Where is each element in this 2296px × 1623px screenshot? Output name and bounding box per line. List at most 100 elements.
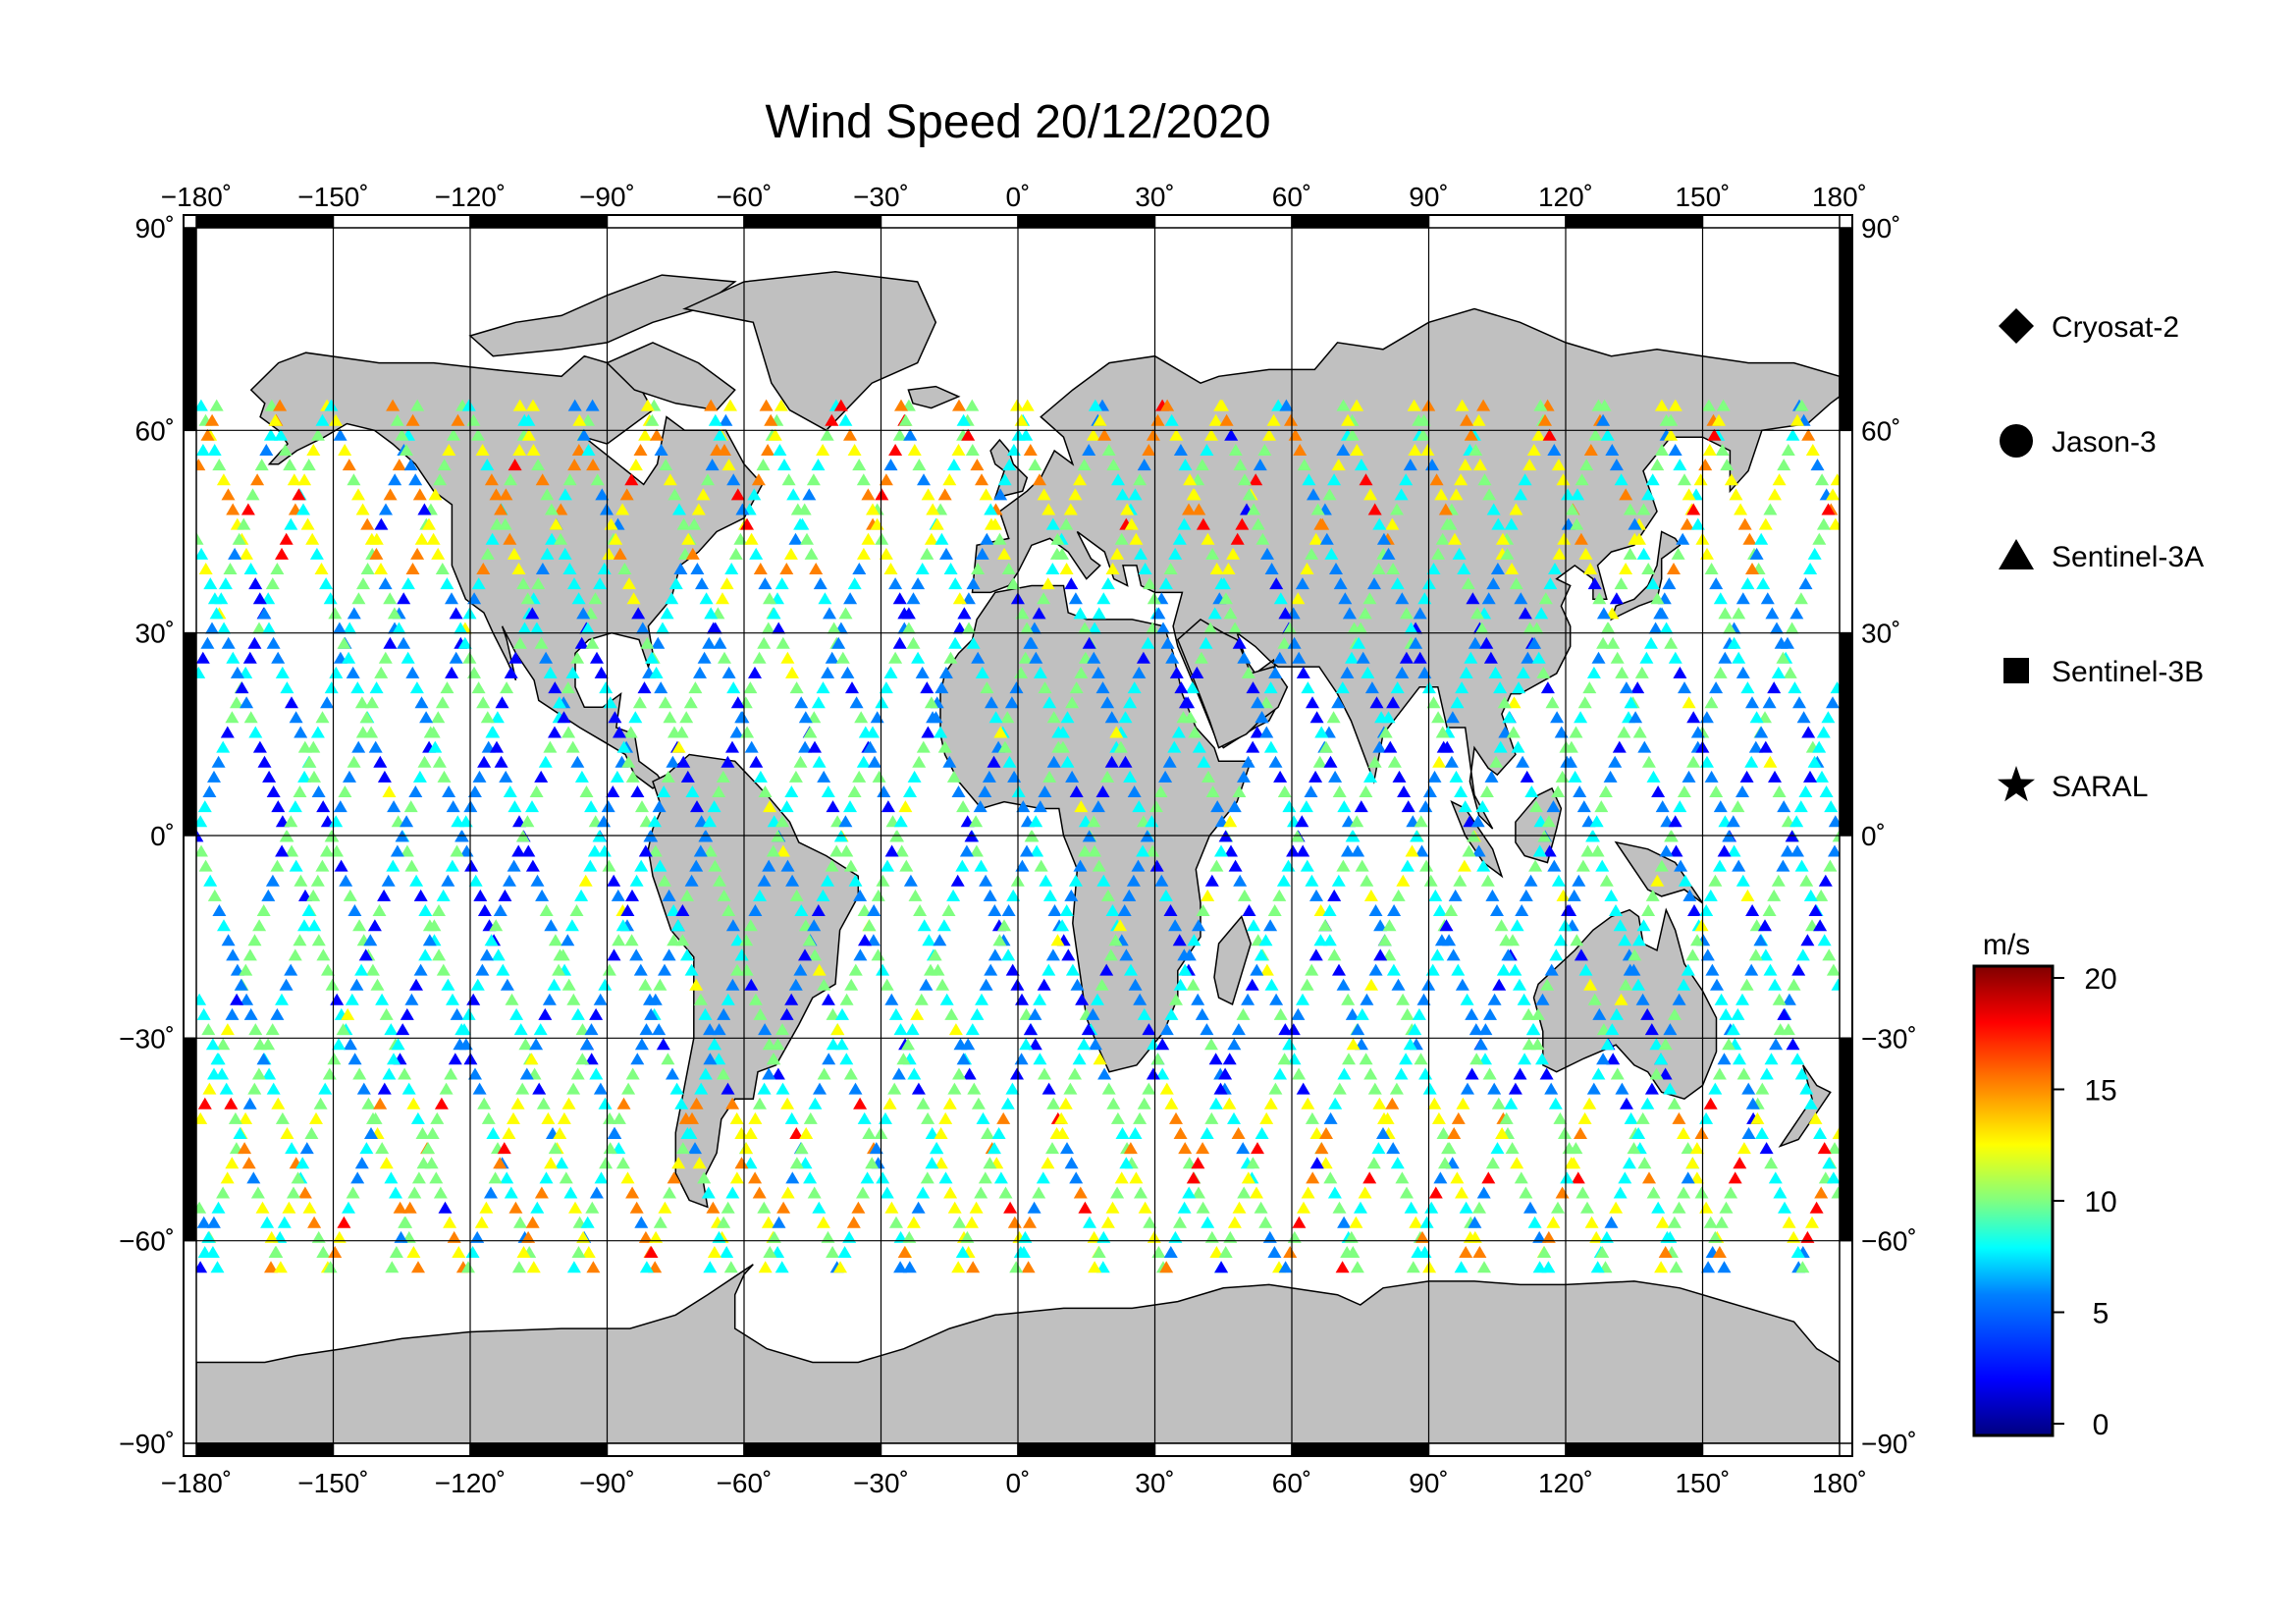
lat-tick-label: 90˚ xyxy=(135,213,175,243)
lat-tick-labels-right: 90˚60˚30˚0˚−30˚−60˚−90˚ xyxy=(1861,213,1917,1459)
track-point xyxy=(562,473,577,486)
track-point xyxy=(669,1082,684,1095)
track-point xyxy=(623,726,638,738)
track-point xyxy=(1197,755,1211,768)
track-point xyxy=(638,978,653,991)
track-point xyxy=(721,459,736,471)
track-point xyxy=(788,978,803,991)
track-point xyxy=(821,993,835,1005)
track-point xyxy=(1038,785,1052,797)
track-point xyxy=(1209,1246,1224,1258)
track-point xyxy=(951,785,966,797)
track-point xyxy=(997,473,1012,486)
track-point xyxy=(1399,651,1414,664)
track-point xyxy=(332,1038,346,1051)
track-point xyxy=(284,963,298,976)
track-point xyxy=(568,1201,582,1214)
track-point xyxy=(1308,532,1323,545)
track-point xyxy=(471,428,485,441)
track-point xyxy=(248,1023,263,1036)
track-point xyxy=(1389,1082,1404,1095)
track-point xyxy=(257,755,272,768)
track-point xyxy=(1690,517,1705,530)
track-point xyxy=(200,428,215,441)
track-point xyxy=(1309,1127,1324,1139)
track-point xyxy=(993,488,1008,501)
lat-tick-label: −90˚ xyxy=(1861,1429,1917,1459)
track-point xyxy=(1383,740,1398,753)
track-point xyxy=(301,459,316,471)
track-point xyxy=(1231,1023,1246,1036)
track-point xyxy=(352,1067,367,1080)
track-point xyxy=(1323,1111,1338,1124)
track-point xyxy=(951,1261,966,1273)
track-point xyxy=(723,399,737,411)
track-point xyxy=(414,696,429,709)
track-point xyxy=(217,919,231,932)
track-point xyxy=(807,1186,822,1199)
track-point xyxy=(1758,517,1773,530)
track-point xyxy=(974,859,988,872)
track-point xyxy=(1568,770,1582,783)
track-point xyxy=(354,696,369,709)
track-point xyxy=(405,666,420,678)
track-point xyxy=(1133,473,1148,486)
track-point xyxy=(789,1127,804,1139)
track-point xyxy=(1277,785,1292,797)
track-point xyxy=(1552,547,1567,560)
track-point xyxy=(1237,770,1251,783)
track-point xyxy=(1387,904,1402,916)
track-point xyxy=(1428,1186,1443,1199)
track-point xyxy=(500,1171,514,1184)
track-point xyxy=(217,622,232,634)
track-point xyxy=(976,1111,990,1124)
track-point xyxy=(1134,1186,1148,1199)
track-point xyxy=(735,503,750,515)
track-point xyxy=(313,1097,328,1109)
track-point xyxy=(1273,1067,1287,1080)
track-point xyxy=(216,1186,231,1199)
track-point xyxy=(481,1111,496,1124)
track-point xyxy=(762,859,776,872)
track-point xyxy=(1101,444,1116,456)
track-point xyxy=(221,488,236,501)
track-point xyxy=(586,1261,601,1273)
track-point xyxy=(1327,473,1342,486)
track-point xyxy=(1485,1157,1500,1169)
track-point xyxy=(1777,800,1791,813)
track-point xyxy=(243,563,258,574)
track-point xyxy=(273,1261,288,1273)
track-point xyxy=(247,1082,262,1095)
track-point xyxy=(1502,711,1517,724)
track-point xyxy=(295,1157,310,1169)
track-point xyxy=(1524,785,1539,797)
track-point xyxy=(320,844,334,857)
track-point xyxy=(598,1097,613,1109)
track-point xyxy=(464,859,479,872)
track-point xyxy=(862,919,877,932)
track-point xyxy=(379,1007,394,1020)
track-point xyxy=(1789,607,1804,620)
track-point xyxy=(471,577,486,590)
track-point xyxy=(508,1201,523,1214)
track-point xyxy=(881,859,894,872)
track-point xyxy=(278,444,293,456)
track-point xyxy=(461,399,476,411)
track-point xyxy=(854,711,869,724)
track-point xyxy=(1619,563,1633,574)
track-point xyxy=(916,1186,931,1199)
track-point xyxy=(747,488,762,501)
track-point xyxy=(429,1171,444,1184)
track-point xyxy=(1431,711,1446,724)
track-point xyxy=(285,844,299,857)
track-point xyxy=(1106,459,1121,471)
track-point xyxy=(1717,1053,1732,1065)
track-point xyxy=(196,666,206,678)
track-point xyxy=(648,815,662,828)
track-point xyxy=(1245,978,1259,991)
track-point xyxy=(1787,1230,1801,1243)
track-point xyxy=(812,963,827,976)
track-point xyxy=(911,651,926,664)
colorbar-tick-label: 20 xyxy=(2084,963,2116,996)
